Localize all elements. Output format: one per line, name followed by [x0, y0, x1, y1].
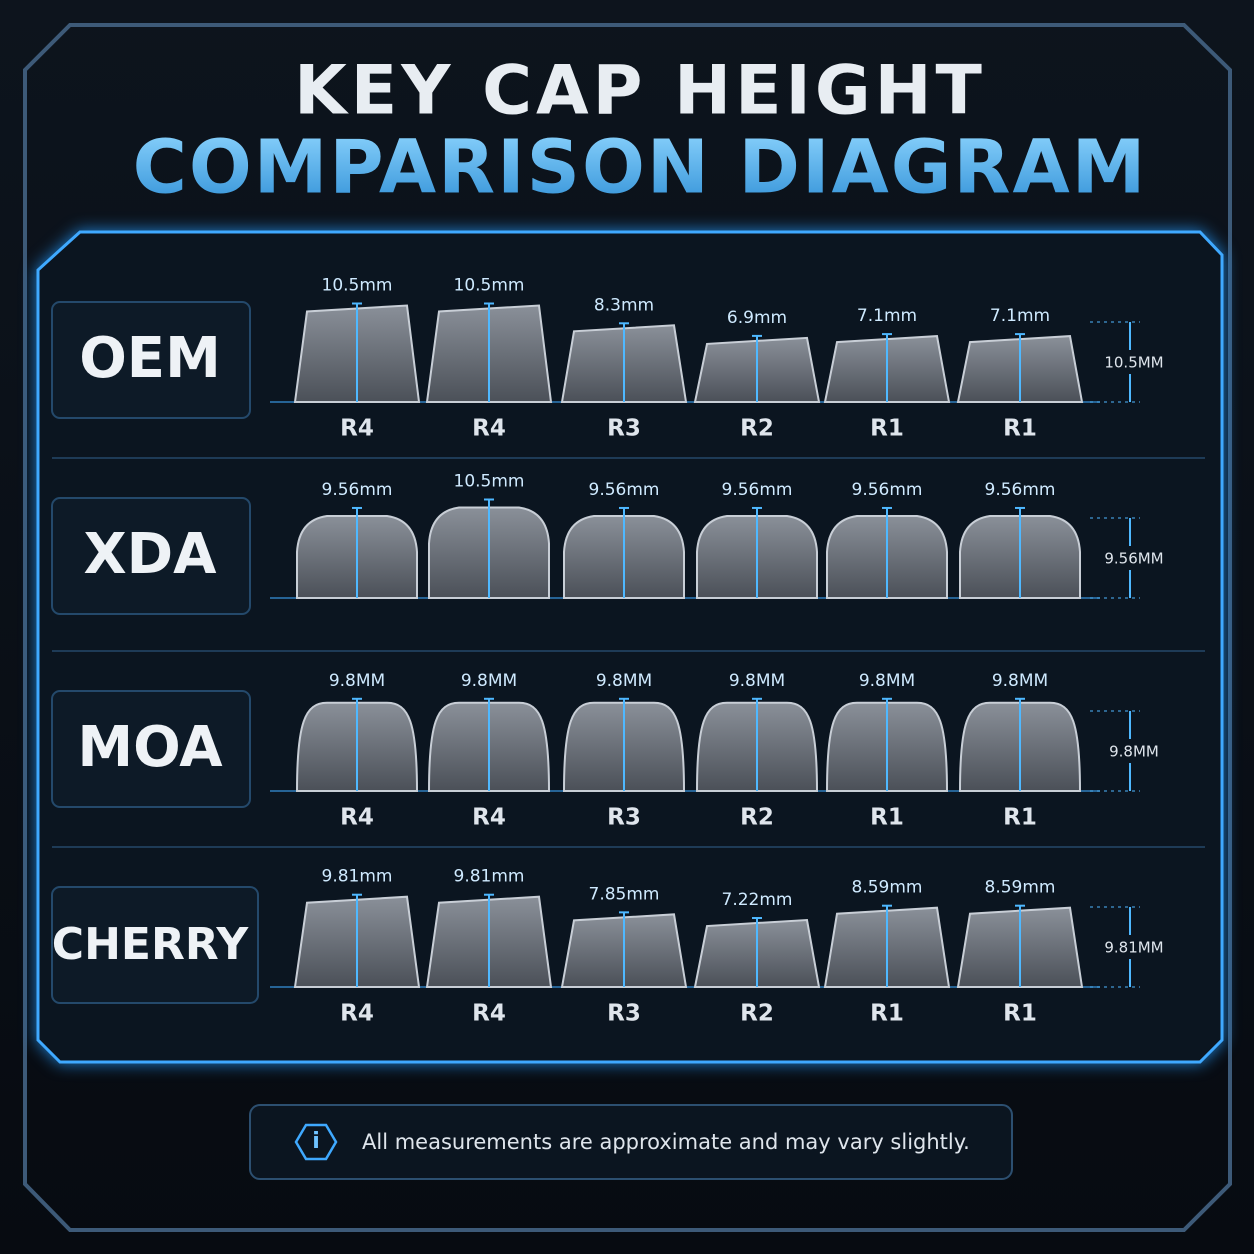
height-label: 8.59mm: [985, 878, 1056, 898]
profile-box: [51, 690, 251, 808]
row-label: R3: [607, 416, 641, 442]
profile-name: MOA: [77, 715, 223, 780]
max-height-label: 9.81MM: [1104, 939, 1163, 957]
height-label: 10.5mm: [322, 276, 393, 296]
row-label: R2: [740, 1001, 774, 1027]
max-label-bg: [1100, 546, 1166, 570]
profile-box: [51, 886, 259, 1004]
row-label: R3: [607, 805, 641, 831]
profile-name: OEM: [79, 326, 221, 391]
row-label: R1: [1003, 1001, 1037, 1027]
row-label: R4: [472, 805, 506, 831]
height-label: 10.5mm: [454, 276, 525, 296]
height-label: 9.8MM: [596, 671, 652, 691]
height-label: 8.59mm: [852, 878, 923, 898]
height-label: 7.1mm: [990, 306, 1050, 326]
profile-box: [51, 497, 251, 615]
height-label: 9.81mm: [454, 867, 525, 887]
height-label: 9.8MM: [329, 671, 385, 691]
max-label-bg: [1100, 350, 1166, 374]
height-label: 9.8MM: [992, 671, 1048, 691]
height-label: 9.8MM: [461, 671, 517, 691]
max-label-bg: [1100, 739, 1166, 763]
height-label: 10.5mm: [454, 472, 525, 492]
row-label: R4: [340, 416, 374, 442]
max-height-label: 10.5MM: [1104, 354, 1163, 372]
height-label: 9.56mm: [852, 480, 923, 500]
height-label: 8.3mm: [594, 295, 654, 315]
max-label-bg: [1100, 935, 1166, 959]
height-label: 9.56mm: [985, 480, 1056, 500]
info-icon: [294, 1123, 338, 1161]
height-label: 9.56mm: [589, 480, 660, 500]
profile-name: CHERRY: [52, 919, 250, 970]
height-label: 7.85mm: [589, 884, 660, 904]
profiles: OEM 10.5mm R4 10.5mm R4 8.3mm R3 6.9mm R2 7.1mm R1…: [51, 276, 1205, 1027]
row-label: R2: [740, 805, 774, 831]
height-label: 9.8MM: [859, 671, 915, 691]
height-label: 7.1mm: [857, 306, 917, 326]
row-label: R1: [870, 416, 904, 442]
row-label: R4: [340, 1001, 374, 1027]
row-label: R1: [870, 805, 904, 831]
height-label: 9.56mm: [722, 480, 793, 500]
row-label: R2: [740, 416, 774, 442]
row-label: R4: [472, 416, 506, 442]
row-label: R3: [607, 1001, 641, 1027]
max-height-label: 9.8MM: [1109, 743, 1159, 761]
max-height-label: 9.56MM: [1104, 550, 1163, 568]
height-label: 9.56mm: [322, 480, 393, 500]
row-label: R4: [340, 805, 374, 831]
info-glyph: i: [312, 1129, 320, 1154]
height-label: 9.81mm: [322, 867, 393, 887]
height-label: 7.22mm: [722, 890, 793, 910]
profile-box: [51, 301, 251, 419]
row-label: R1: [1003, 416, 1037, 442]
title-line2: COMPARISON DIAGRAM: [133, 125, 1148, 211]
title-line1: KEY CAP HEIGHT: [294, 52, 986, 131]
footer-note: All measurements are approximate and may…: [362, 1130, 970, 1154]
row-label: R1: [870, 1001, 904, 1027]
height-label: 6.9mm: [727, 308, 787, 328]
outer-frame: [23, 23, 1232, 1232]
row-label: R4: [472, 1001, 506, 1027]
height-label: 9.8MM: [729, 671, 785, 691]
footer-box: [249, 1104, 1013, 1180]
row-label: R1: [1003, 805, 1037, 831]
profile-name: XDA: [84, 522, 218, 587]
panel: [36, 230, 1224, 1064]
